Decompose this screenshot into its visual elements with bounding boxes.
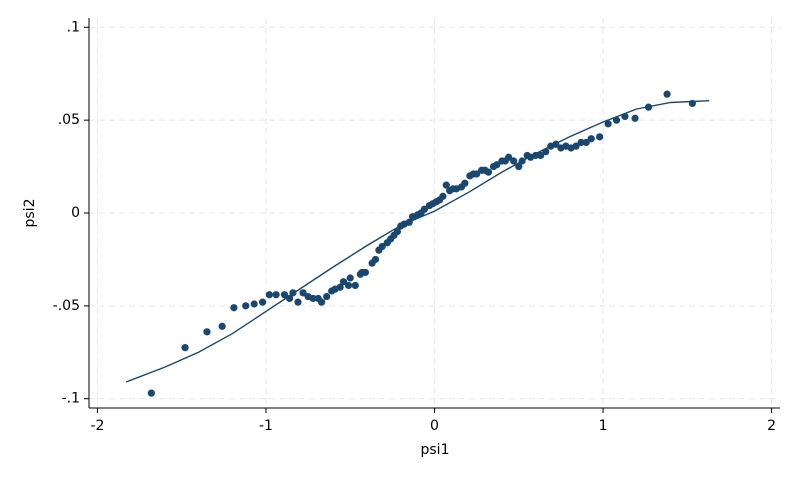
scatter-point xyxy=(631,114,639,122)
scatter-point xyxy=(461,179,469,187)
y-tick-label: .05 xyxy=(58,112,80,128)
scatter-point xyxy=(272,291,280,299)
scatter-point xyxy=(230,304,238,312)
scatter-point xyxy=(572,142,580,150)
scatter-point xyxy=(258,298,267,306)
scatter-point xyxy=(378,242,386,251)
scatter-point xyxy=(250,300,258,308)
x-tick-label: 1 xyxy=(599,418,608,434)
scatter-point xyxy=(604,120,612,128)
scatter-point xyxy=(280,291,289,299)
x-tick-label: 2 xyxy=(767,418,776,434)
scatter-point xyxy=(181,344,189,352)
scatter-point xyxy=(493,161,501,169)
scatter-point xyxy=(532,151,540,160)
scatter-point xyxy=(582,138,590,147)
scatter-point xyxy=(361,268,369,277)
scatter-point xyxy=(242,302,250,310)
scatter-point xyxy=(336,283,344,291)
scatter-point xyxy=(577,138,585,147)
scatter-point xyxy=(346,274,354,282)
scatter-point xyxy=(537,151,545,160)
scatter-point xyxy=(344,281,353,290)
y-tick-label: -.1 xyxy=(62,391,80,407)
scatter-point xyxy=(510,157,518,165)
scatter-point xyxy=(351,281,359,290)
x-axis-label: psi1 xyxy=(421,442,450,458)
scatter-point xyxy=(473,170,481,178)
scatter-point xyxy=(420,205,428,213)
scatter-point xyxy=(317,298,326,306)
x-tick-label: -2 xyxy=(90,418,104,434)
scatter-point xyxy=(323,292,331,301)
scatter-point xyxy=(203,328,211,336)
scatter-point xyxy=(147,389,155,397)
scatter-point xyxy=(218,322,226,330)
y-tick-label: 0 xyxy=(71,205,80,221)
y-tick-label: .1 xyxy=(67,19,80,35)
scatter-point xyxy=(439,192,447,200)
fit-line xyxy=(125,99,710,383)
scatter-point xyxy=(339,278,348,286)
scatter-point xyxy=(309,294,317,303)
scatter-point xyxy=(371,255,380,264)
scatter-point xyxy=(505,153,513,161)
scatter-point xyxy=(596,133,604,141)
scatter-point xyxy=(663,90,671,98)
x-tick-label: -1 xyxy=(259,418,273,434)
y-tick-label: -.05 xyxy=(53,298,80,314)
scatter-point xyxy=(393,227,402,236)
scatter-point xyxy=(484,168,493,176)
scatter-point xyxy=(587,135,595,143)
scatter-point xyxy=(442,181,450,189)
scatter-point xyxy=(294,298,302,306)
x-tick-label: 0 xyxy=(430,418,439,434)
scatter-point xyxy=(265,291,273,299)
scatter-point xyxy=(299,289,307,297)
scatter-point xyxy=(515,162,523,171)
y-axis-label: psi2 xyxy=(22,199,38,228)
scatter-point xyxy=(612,116,621,124)
